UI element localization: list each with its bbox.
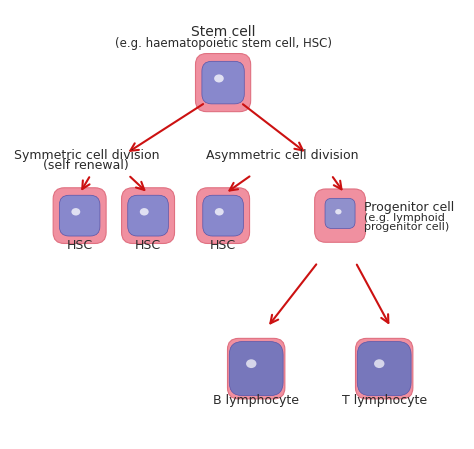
FancyBboxPatch shape [228, 339, 285, 399]
FancyBboxPatch shape [53, 188, 106, 243]
FancyBboxPatch shape [197, 188, 250, 243]
FancyBboxPatch shape [121, 188, 174, 243]
Text: B lymphocyte: B lymphocyte [213, 394, 299, 407]
Text: progenitor cell): progenitor cell) [365, 222, 449, 232]
Ellipse shape [72, 208, 80, 216]
Text: Stem cell: Stem cell [191, 25, 255, 39]
FancyBboxPatch shape [195, 53, 251, 112]
FancyBboxPatch shape [202, 62, 244, 104]
FancyBboxPatch shape [229, 342, 283, 396]
Text: Asymmetric cell division: Asymmetric cell division [206, 149, 359, 162]
Ellipse shape [140, 208, 149, 216]
FancyBboxPatch shape [315, 189, 365, 242]
Text: Progenitor cell: Progenitor cell [365, 201, 455, 214]
Text: HSC: HSC [135, 239, 161, 252]
Text: HSC: HSC [210, 239, 236, 252]
FancyBboxPatch shape [357, 342, 411, 396]
Ellipse shape [374, 359, 384, 368]
Text: (self renewal): (self renewal) [44, 159, 129, 172]
FancyBboxPatch shape [59, 195, 100, 236]
FancyBboxPatch shape [356, 339, 413, 399]
Ellipse shape [214, 75, 224, 83]
Ellipse shape [335, 209, 342, 215]
FancyBboxPatch shape [325, 198, 355, 229]
Text: (e.g. lymphoid: (e.g. lymphoid [365, 213, 445, 223]
Text: T lymphocyte: T lymphocyte [342, 394, 427, 407]
Text: Symmetric cell division: Symmetric cell division [14, 149, 159, 162]
Text: HSC: HSC [66, 239, 93, 252]
Text: (e.g. haematopoietic stem cell, HSC): (e.g. haematopoietic stem cell, HSC) [115, 37, 332, 50]
Ellipse shape [215, 208, 224, 216]
FancyBboxPatch shape [203, 195, 243, 236]
FancyBboxPatch shape [128, 195, 168, 236]
Ellipse shape [246, 359, 256, 368]
